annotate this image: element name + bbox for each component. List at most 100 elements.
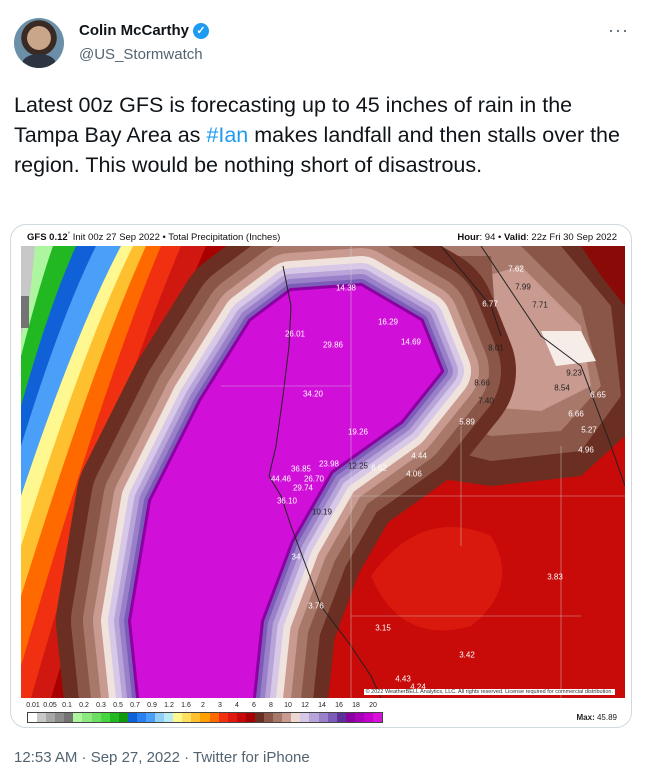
legend-tick: 0.05: [43, 702, 57, 709]
precipitation-map: 7.62 14.38 7.99 6.77 7.71 16.29 26.01 29.86 14.6…: [21, 246, 625, 698]
legend-swatch: [318, 713, 328, 722]
legend-tick: 0.7: [130, 702, 140, 709]
legend-swatch: [254, 713, 265, 722]
legend-tick: 1.2: [164, 702, 174, 709]
author-name[interactable]: Colin McCarthy: [79, 22, 190, 39]
avatar-shirt: [22, 54, 56, 68]
legend-swatch: [109, 713, 119, 722]
point-label: 34.20: [302, 389, 324, 399]
legend-tick: 8: [269, 702, 273, 709]
hashtag-link[interactable]: #Ian: [206, 123, 249, 147]
point-label: 29.74: [292, 483, 314, 493]
legend-swatch: [227, 713, 237, 722]
point-label: 4.24: [410, 682, 426, 692]
map-subtitle: Init 00z 27 Sep 2022 • Total Precipitati…: [70, 232, 281, 244]
point-label: 29.86: [322, 340, 344, 350]
point-label: 6.65: [590, 390, 606, 400]
point-label: 3.76: [308, 601, 324, 611]
point-label: 8.66: [474, 378, 490, 388]
legend-swatch: [155, 713, 165, 722]
legend-swatch: [291, 713, 301, 722]
legend-swatch: [191, 713, 201, 722]
band-darkgray: [21, 296, 29, 328]
point-label: 8.54: [554, 383, 570, 393]
media-image[interactable]: GFS 0.12° Init 00z 27 Sep 2022 • Total P…: [10, 224, 632, 728]
more-horizontal-icon[interactable]: ···: [608, 20, 629, 40]
county-lines: [221, 246, 625, 698]
legend-swatch: [372, 713, 383, 722]
hour-value: : 94 •: [479, 232, 504, 243]
tweet-text-start: Latest 00z GFS is forecasting up to 45 i…: [14, 93, 573, 147]
point-label: 7.71: [532, 300, 548, 310]
point-label: 4.44: [411, 451, 427, 461]
legend-tick: 14: [318, 702, 326, 709]
point-label: 5.27: [581, 425, 597, 435]
legend-tick: 0.1: [62, 702, 72, 709]
point-label: 9.23: [566, 368, 582, 378]
point-label: 3.83: [547, 572, 563, 582]
legend-swatch: [73, 713, 83, 722]
point-label: 7.99: [515, 282, 531, 292]
legend-swatch: [37, 713, 47, 722]
point-label: 44.46: [270, 474, 292, 484]
tweet-text: Latest 00z GFS is forecasting up to 45 i…: [14, 90, 634, 180]
avatar[interactable]: [14, 18, 64, 68]
point-label: 4.06: [406, 469, 422, 479]
legend-swatch: [64, 713, 74, 722]
legend-tick: 6: [252, 702, 256, 709]
legend-tick: 0.5: [113, 702, 123, 709]
point-label: 14.69: [400, 337, 422, 347]
point-label: 3.15: [375, 623, 391, 633]
point-label: 36.85: [290, 464, 312, 474]
legend-tick: 16: [335, 702, 343, 709]
legend-swatch: [327, 713, 337, 722]
legend-tick: 0.01: [26, 702, 40, 709]
legend-swatch: [146, 713, 156, 722]
legend-tick: 10: [284, 702, 292, 709]
point-label: 26.70: [303, 474, 325, 484]
max-number: 45.89: [594, 713, 617, 722]
legend-swatch: [118, 713, 128, 722]
legend-tick: 4: [235, 702, 239, 709]
legend-swatch: [136, 713, 147, 722]
legend-swatch: [236, 713, 246, 722]
legend-swatch: [300, 713, 310, 722]
hour-label: Hour: [457, 232, 480, 243]
legend-swatch: [46, 713, 56, 722]
legend-tick: 0.3: [96, 702, 106, 709]
point-label: 7.62: [508, 264, 524, 274]
author-name-row[interactable]: Colin McCarthy ✓: [79, 22, 210, 39]
legend-tick: 0.2: [79, 702, 89, 709]
point-label: 34: [291, 552, 301, 562]
region-light: [541, 331, 596, 366]
legend-swatch: [345, 713, 355, 722]
point-label: 6.77: [482, 299, 498, 309]
valid-label: Valid: [503, 232, 527, 243]
legend-tick: 18: [352, 702, 360, 709]
legend-tick: 20: [369, 702, 377, 709]
author-handle[interactable]: @US_Stormwatch: [79, 46, 203, 63]
model-name: GFS 0.12: [27, 232, 68, 244]
map-graphic: [21, 246, 625, 698]
legend-swatch: [173, 713, 183, 722]
point-label: 4.96: [578, 445, 594, 455]
legend-swatch: [182, 713, 192, 722]
legend-tick: 1.6: [181, 702, 191, 709]
max-value: Max: 45.89: [577, 713, 617, 722]
verified-badge-icon: ✓: [193, 22, 210, 39]
max-label: Max:: [576, 713, 595, 722]
coastline-east: [440, 246, 625, 487]
tweet-text-end: makes landfall and then stalls over the …: [14, 123, 620, 177]
legend-swatch: [209, 713, 219, 722]
legend-swatch: [164, 713, 174, 722]
legend-swatch: [55, 713, 65, 722]
tweet-timestamp[interactable]: 12:53 AM · Sep 27, 2022 · Twitter for iP…: [14, 749, 310, 766]
point-label: 6.62: [371, 463, 387, 473]
legend-swatch: [218, 713, 228, 722]
legend-swatch: [127, 713, 137, 722]
legend-swatch: [264, 713, 274, 722]
region-bright-red: [371, 527, 503, 631]
legend-swatch: [200, 713, 210, 722]
point-label: 4.43: [395, 674, 411, 684]
point-label: 36.10: [276, 496, 298, 506]
